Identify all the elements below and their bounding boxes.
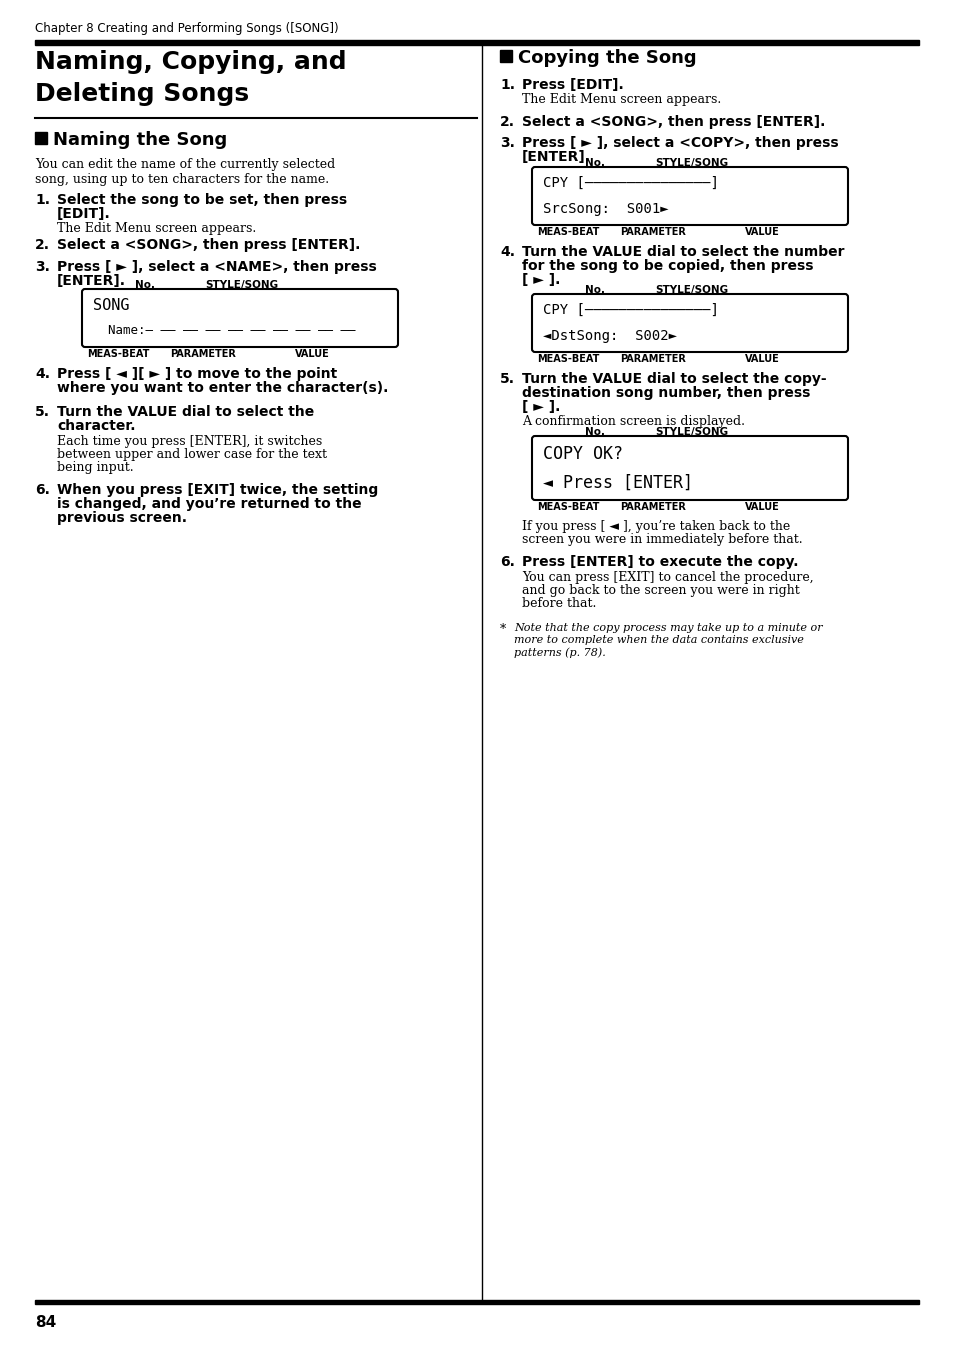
Text: patterns (p. 78).: patterns (p. 78).	[514, 648, 605, 657]
Text: 2.: 2.	[499, 115, 515, 128]
Text: Select the song to be set, then press: Select the song to be set, then press	[57, 193, 347, 207]
Text: 3.: 3.	[35, 260, 50, 274]
Text: Press [EDIT].: Press [EDIT].	[521, 78, 623, 92]
Text: Name:― ―― ―― ―― ―― ―― ―― ―― ―― ――: Name:― ―― ―― ―― ―― ―― ―― ―― ―― ――	[92, 324, 355, 337]
Text: You can edit the name of the currently selected: You can edit the name of the currently s…	[35, 158, 335, 170]
Text: Select a <SONG>, then press [ENTER].: Select a <SONG>, then press [ENTER].	[57, 238, 360, 251]
Text: Note that the copy process may take up to a minute or: Note that the copy process may take up t…	[514, 623, 821, 633]
Text: COPY OK?: COPY OK?	[542, 445, 622, 462]
Text: VALUE: VALUE	[744, 502, 779, 512]
Text: MEAS-BEAT: MEAS-BEAT	[537, 502, 598, 512]
Text: 6.: 6.	[499, 556, 515, 569]
Text: PARAMETER: PARAMETER	[170, 349, 235, 360]
Text: 4.: 4.	[499, 245, 515, 260]
Text: The Edit Menu screen appears.: The Edit Menu screen appears.	[57, 222, 256, 235]
Text: 3.: 3.	[499, 137, 515, 150]
Text: ◄ Press [ENTER]: ◄ Press [ENTER]	[542, 475, 692, 492]
Text: previous screen.: previous screen.	[57, 511, 187, 525]
Text: SONG: SONG	[92, 297, 130, 314]
Text: If you press [ ◄ ], you’re taken back to the: If you press [ ◄ ], you’re taken back to…	[521, 521, 789, 533]
Text: 1.: 1.	[35, 193, 50, 207]
Text: [ENTER].: [ENTER].	[57, 274, 126, 288]
FancyBboxPatch shape	[82, 289, 397, 347]
Text: screen you were in immediately before that.: screen you were in immediately before th…	[521, 533, 801, 546]
FancyBboxPatch shape	[532, 168, 847, 224]
Text: Chapter 8 Creating and Performing Songs ([SONG]): Chapter 8 Creating and Performing Songs …	[35, 22, 338, 35]
Text: 4.: 4.	[35, 366, 50, 381]
Text: MEAS-BEAT: MEAS-BEAT	[87, 349, 150, 360]
Text: PARAMETER: PARAMETER	[619, 227, 685, 237]
Text: 84: 84	[35, 1315, 56, 1330]
Text: STYLE/SONG: STYLE/SONG	[205, 280, 278, 289]
Text: more to complete when the data contains exclusive: more to complete when the data contains …	[514, 635, 803, 645]
Text: MEAS-BEAT: MEAS-BEAT	[537, 227, 598, 237]
Text: Press [ ◄ ][ ► ] to move to the point: Press [ ◄ ][ ► ] to move to the point	[57, 366, 337, 381]
Text: No.: No.	[135, 280, 154, 289]
Text: *: *	[499, 623, 506, 635]
Text: VALUE: VALUE	[744, 354, 779, 364]
Text: STYLE/SONG: STYLE/SONG	[655, 285, 727, 295]
Text: A confirmation screen is displayed.: A confirmation screen is displayed.	[521, 415, 744, 429]
Text: Turn the VALUE dial to select the copy-: Turn the VALUE dial to select the copy-	[521, 372, 825, 387]
Text: Press [ENTER] to execute the copy.: Press [ENTER] to execute the copy.	[521, 556, 798, 569]
Text: Naming, Copying, and: Naming, Copying, and	[35, 50, 346, 74]
Text: being input.: being input.	[57, 461, 133, 475]
Text: Copying the Song: Copying the Song	[517, 49, 696, 68]
Text: destination song number, then press: destination song number, then press	[521, 387, 809, 400]
Text: where you want to enter the character(s).: where you want to enter the character(s)…	[57, 381, 388, 395]
Text: Turn the VALUE dial to select the: Turn the VALUE dial to select the	[57, 406, 314, 419]
Text: character.: character.	[57, 419, 135, 433]
Text: Select a <SONG>, then press [ENTER].: Select a <SONG>, then press [ENTER].	[521, 115, 824, 128]
Text: song, using up to ten characters for the name.: song, using up to ten characters for the…	[35, 173, 329, 187]
Text: No.: No.	[584, 427, 604, 437]
Text: No.: No.	[584, 158, 604, 168]
Text: 6.: 6.	[35, 483, 50, 498]
Text: STYLE/SONG: STYLE/SONG	[655, 158, 727, 168]
Text: VALUE: VALUE	[294, 349, 330, 360]
Text: MEAS-BEAT: MEAS-BEAT	[537, 354, 598, 364]
Text: 1.: 1.	[499, 78, 515, 92]
Text: Naming the Song: Naming the Song	[53, 131, 227, 149]
Text: STYLE/SONG: STYLE/SONG	[655, 427, 727, 437]
Text: PARAMETER: PARAMETER	[619, 354, 685, 364]
Text: [ ► ].: [ ► ].	[521, 273, 559, 287]
Text: You can press [EXIT] to cancel the procedure,: You can press [EXIT] to cancel the proce…	[521, 571, 813, 584]
Bar	[35, 41, 918, 45]
Text: When you press [EXIT] twice, the setting: When you press [EXIT] twice, the setting	[57, 483, 377, 498]
Text: [EDIT].: [EDIT].	[57, 207, 111, 220]
Text: Each time you press [ENTER], it switches: Each time you press [ENTER], it switches	[57, 435, 322, 448]
Text: ◄DstSong:  S002►: ◄DstSong: S002►	[542, 329, 677, 343]
Text: before that.: before that.	[521, 598, 596, 610]
Text: 5.: 5.	[499, 372, 515, 387]
Text: The Edit Menu screen appears.: The Edit Menu screen appears.	[521, 93, 720, 105]
Text: SrcSong:  S001►: SrcSong: S001►	[542, 201, 668, 216]
Text: 2.: 2.	[35, 238, 50, 251]
Text: 5.: 5.	[35, 406, 50, 419]
Text: Press [ ► ], select a <NAME>, then press: Press [ ► ], select a <NAME>, then press	[57, 260, 376, 274]
Text: for the song to be copied, then press: for the song to be copied, then press	[521, 260, 813, 273]
Text: Deleting Songs: Deleting Songs	[35, 82, 249, 105]
Text: CPY [―――――――――――――――]: CPY [―――――――――――――――]	[542, 176, 719, 191]
Text: and go back to the screen you were in right: and go back to the screen you were in ri…	[521, 584, 799, 598]
Text: VALUE: VALUE	[744, 227, 779, 237]
Text: is changed, and you’re returned to the: is changed, and you’re returned to the	[57, 498, 361, 511]
Text: PARAMETER: PARAMETER	[619, 502, 685, 512]
Text: Press [ ► ], select a <COPY>, then press: Press [ ► ], select a <COPY>, then press	[521, 137, 838, 150]
Bar	[499, 50, 512, 62]
FancyBboxPatch shape	[532, 435, 847, 500]
Text: No.: No.	[584, 285, 604, 295]
Text: between upper and lower case for the text: between upper and lower case for the tex…	[57, 448, 327, 461]
Bar	[35, 1301, 918, 1303]
Text: [ENTER].: [ENTER].	[521, 150, 590, 164]
Bar	[35, 132, 47, 145]
Text: Turn the VALUE dial to select the number: Turn the VALUE dial to select the number	[521, 245, 843, 260]
Text: [ ► ].: [ ► ].	[521, 400, 559, 414]
FancyBboxPatch shape	[532, 293, 847, 352]
Text: CPY [―――――――――――――――]: CPY [―――――――――――――――]	[542, 303, 719, 316]
